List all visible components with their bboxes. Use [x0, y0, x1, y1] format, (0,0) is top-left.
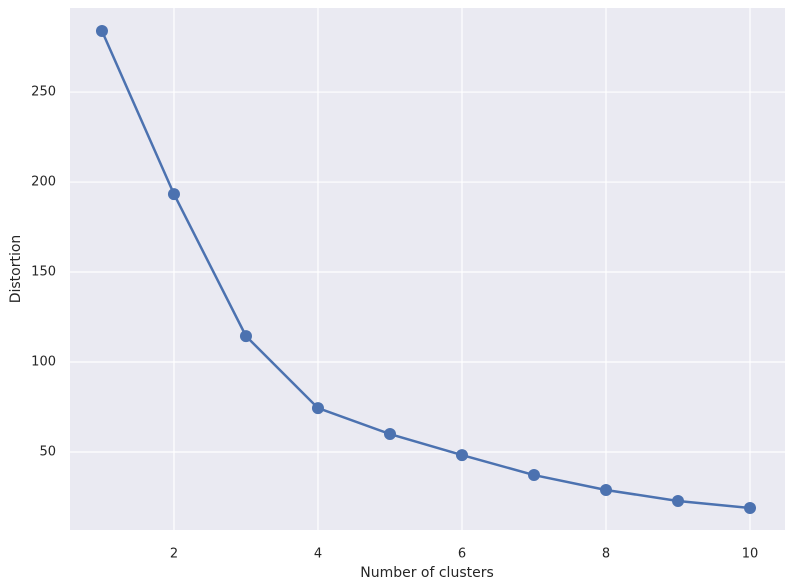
x-tick-label: 6: [458, 547, 466, 562]
y-tick-label: 50: [39, 445, 56, 460]
x-axis-label: Number of clusters: [360, 565, 494, 581]
y-tick-label: 200: [31, 175, 56, 190]
line: [100, 30, 751, 510]
plot-area: [70, 8, 785, 530]
x-tick-label: 4: [314, 547, 322, 562]
y-axis-label: Distortion: [8, 235, 24, 304]
marker: [672, 494, 685, 507]
x-tick-label: 10: [742, 547, 759, 562]
y-tick-label: 250: [31, 85, 56, 100]
marker: [744, 501, 757, 514]
marker: [599, 483, 612, 496]
marker: [527, 469, 540, 482]
x-tick-label: 2: [170, 547, 178, 562]
marker: [455, 449, 468, 462]
x-tick-label: 8: [602, 547, 610, 562]
y-tick-label: 100: [31, 355, 56, 370]
marker: [311, 402, 324, 415]
marker: [95, 25, 108, 38]
marker: [383, 428, 396, 441]
y-tick-label: 150: [31, 265, 56, 280]
marker: [167, 188, 180, 201]
marker: [239, 330, 252, 343]
